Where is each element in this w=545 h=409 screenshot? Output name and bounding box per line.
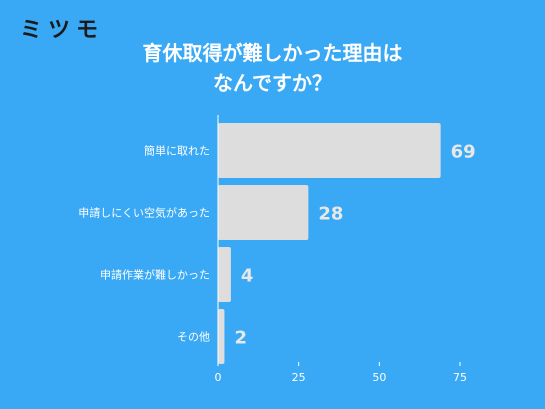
value-label-2: 4 (241, 266, 254, 287)
category-label-1: 申請しにくい空気があった (78, 206, 210, 220)
category-label-2: 申請作業が難しかった (100, 268, 210, 282)
x-tick-label-2: 50 (372, 371, 386, 384)
value-label-1: 28 (318, 204, 343, 225)
brand-logo: ミツモ (20, 18, 105, 43)
value-label-0: 69 (451, 142, 476, 163)
bar-2 (218, 247, 231, 302)
category-label-0: 簡単に取れた (144, 144, 210, 158)
chart-title-line-2: なんですか？ (213, 71, 332, 95)
x-tick-label-3: 75 (453, 371, 467, 384)
category-label-3: その他 (177, 331, 210, 344)
x-tick-label-1: 25 (292, 371, 306, 384)
chart-title-line-1: 育休取得が難しかった理由は (142, 41, 403, 65)
value-label-3: 2 (234, 328, 247, 349)
bar-0 (218, 123, 441, 178)
bar-1 (218, 185, 309, 240)
bar-3 (218, 309, 225, 364)
chart-title: 育休取得が難しかった理由は なんですか？ (0, 38, 545, 98)
x-tick-label-0: 0 (215, 371, 222, 384)
